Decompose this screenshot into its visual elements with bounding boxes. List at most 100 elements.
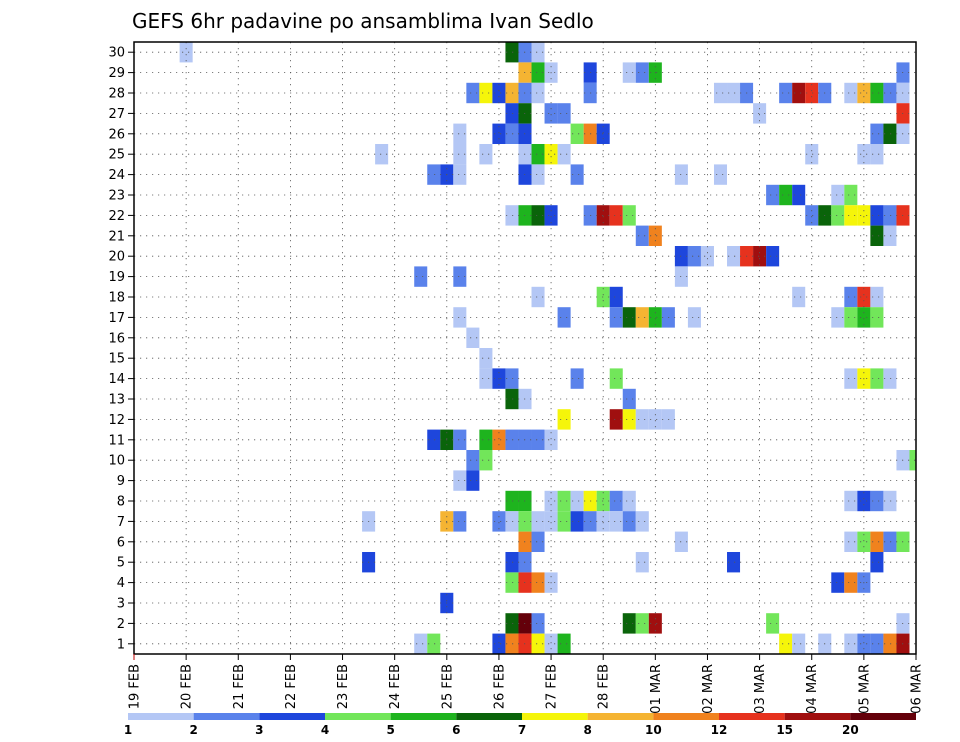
legend-label: 6 [452,723,460,737]
heatmap-cell [635,613,649,634]
heatmap-cell [753,103,767,124]
y-tick-label: 27 [108,107,125,122]
heatmap-cell [779,184,793,206]
y-tick-label: 12 [108,413,125,428]
y-tick-label: 7 [117,515,125,530]
heatmap-cell [805,82,819,104]
heatmap-cell [492,429,506,450]
heatmap-cell [531,82,545,104]
heatmap-cell [792,633,806,654]
heatmap-cell [622,307,636,328]
heatmap-cell [466,470,480,491]
heatmap-cell [831,307,845,328]
heatmap-cell [453,307,467,328]
heatmap-cell [622,205,636,226]
heatmap-cell [870,368,884,389]
heatmap-cell [870,286,884,308]
heatmap-cell [466,82,480,104]
y-tick-label: 25 [108,148,125,163]
legend-color-swatch [193,713,260,720]
heatmap-cell [609,409,623,430]
y-tick-label: 10 [108,454,125,469]
heatmap-cell [857,633,871,654]
y-tick-label: 17 [108,311,125,326]
x-tick-label: 06 MAR [910,664,925,714]
x-tick-label: 24 FEB [388,664,403,709]
legend-label: 8 [583,723,591,737]
heatmap-cell [544,144,558,165]
x-tick-label: 02 MAR [701,664,716,714]
heatmap-cell [870,205,884,226]
heatmap-cell [492,511,506,532]
heatmap-cell [427,164,441,185]
heatmap-cell [557,409,571,430]
heatmap-cell [870,531,884,552]
y-tick-label: 18 [108,291,125,306]
x-tick-label: 26 FEB [492,664,507,709]
heatmap-cell [453,123,467,144]
x-tick-label: 05 MAR [857,664,872,714]
legend-label: 2 [189,723,197,737]
legend-color-swatch [850,713,916,720]
heatmap-cell [870,552,884,573]
y-tick-label: 9 [117,474,125,489]
heatmap-cell [870,225,884,246]
heatmap-cell [492,633,506,654]
heatmap-cell [544,103,558,124]
heatmap-cell [453,266,467,287]
heatmap-cell [622,613,636,634]
y-tick-label: 1 [117,637,125,652]
heatmap-cell [505,368,519,389]
heatmap-cell [674,164,688,185]
y-tick-label: 14 [108,372,125,387]
heatmap-cell [557,144,571,165]
heatmap-cell [505,429,519,450]
heatmap-cell [531,42,545,63]
heatmap-cell [844,572,858,593]
y-tick-label: 26 [108,127,125,142]
x-tick-label: 19 FEB [128,664,143,709]
heatmap-cell [479,82,493,104]
y-tick-label: 21 [108,229,125,244]
heatmap-cell [622,490,636,512]
heatmap-cell [844,205,858,226]
x-tick-label: 01 MAR [649,664,664,714]
x-tick-label: 20 FEB [180,664,195,709]
heatmap-cell [792,184,806,206]
heatmap-cell [792,286,806,308]
heatmap-cell [570,123,584,144]
heatmap-cell [766,613,780,634]
heatmap-cell [609,368,623,389]
heatmap-cell [609,205,623,226]
heatmap-cell [753,246,767,267]
heatmap-cell [674,531,688,552]
legend-label: 20 [842,723,859,737]
heatmap-cell [531,511,545,532]
heatmap-cells [179,42,916,654]
y-tick-label: 29 [108,66,125,81]
legend-color-swatch [522,713,588,720]
heatmap-cell [883,531,897,552]
heatmap-cell [779,633,793,654]
heatmap-cell [531,572,545,593]
y-tick-label: 19 [108,270,125,285]
heatmap-cell [531,286,545,308]
legend-color-swatch [390,713,457,720]
heatmap-cell [870,144,884,165]
heatmap-cell [609,490,623,512]
y-axis: 1234567891011121314151617181920212223242… [108,46,134,652]
heatmap-cell [453,511,467,532]
heatmap-cell [779,82,793,104]
heatmap-cell [831,184,845,206]
heatmap-cell [505,633,519,654]
legend-label: 12 [711,723,728,737]
heatmap-cell [609,307,623,328]
heatmap-cell [557,511,571,532]
x-tick-label: 21 FEB [232,664,247,709]
heatmap-cell [766,184,780,206]
heatmap-cell [570,368,584,389]
heatmap-cell [844,307,858,328]
heatmap-cell [544,205,558,226]
y-tick-label: 23 [108,189,125,204]
